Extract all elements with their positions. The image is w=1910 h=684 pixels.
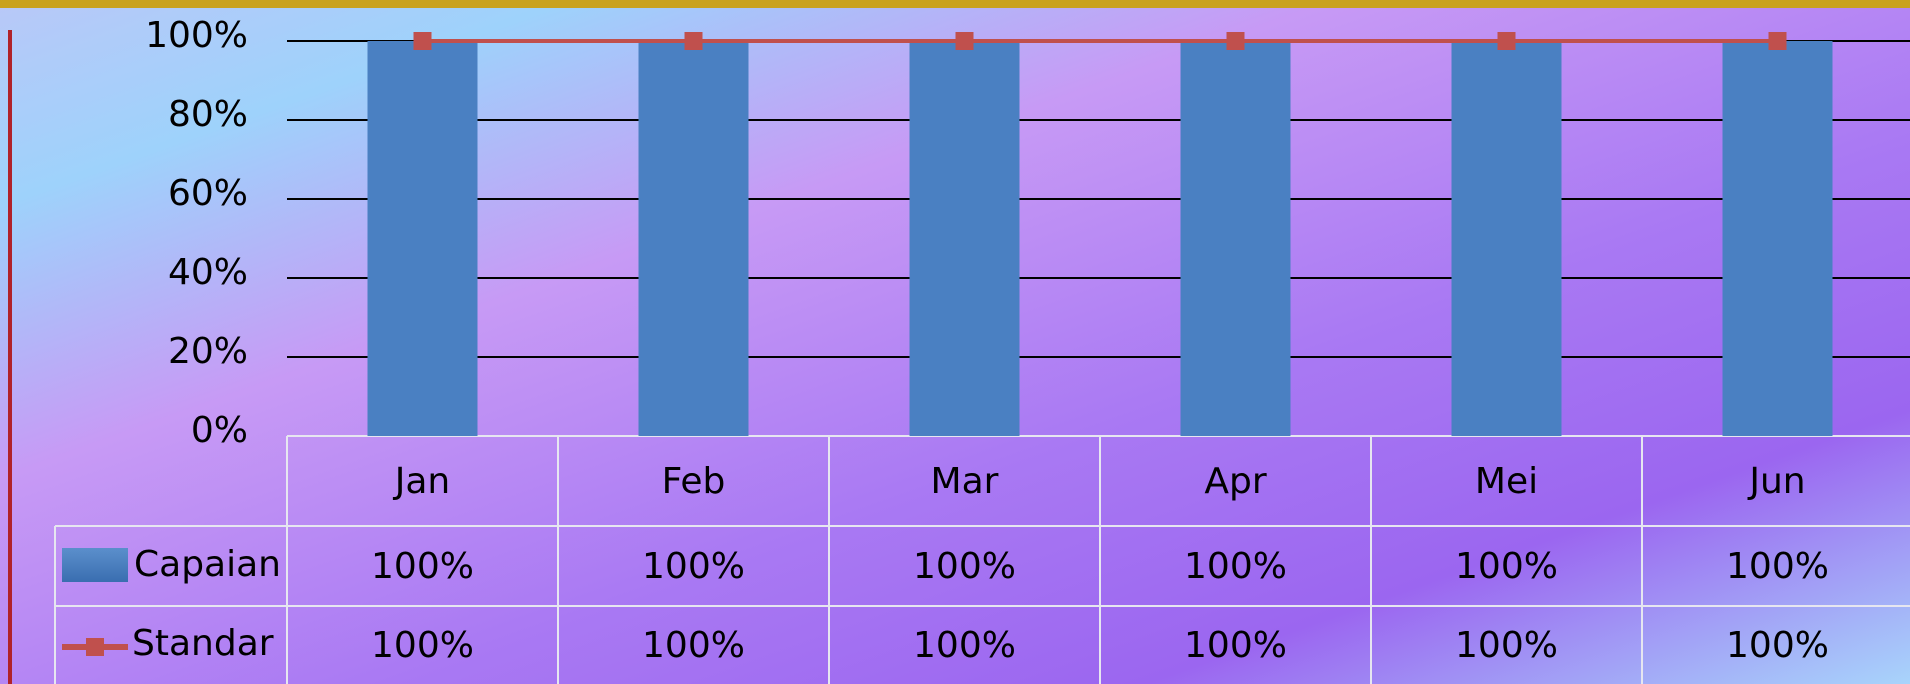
y-tick-label: 60% [168,173,248,214]
bar [367,41,478,436]
table-value: 100% [1184,546,1287,587]
legend-label: Standar [132,623,274,664]
table-value: 100% [371,625,474,666]
legend-label: Capaian [134,544,281,585]
y-tick-label: 80% [168,94,248,135]
legend-key-bar [62,548,128,582]
bar [1180,41,1291,436]
table-value: 100% [1726,546,1829,587]
table-value: 100% [642,625,745,666]
top-border [0,0,1910,8]
line-marker [1226,32,1245,50]
x-tick-label: Feb [662,461,726,502]
y-tick-label: 40% [168,252,248,293]
table-value: 100% [913,625,1016,666]
line-marker [684,32,703,50]
table-value: 100% [1455,546,1558,587]
legend-keys [62,548,128,656]
line-marker [1768,32,1787,50]
line-marker [413,32,432,50]
bar [1722,41,1833,436]
line-marker [955,32,974,50]
x-tick-label: Mar [931,461,999,502]
table-value: 100% [1455,625,1558,666]
table-value: 100% [1184,625,1287,666]
x-tick-label: Mei [1475,461,1538,502]
bar [1451,41,1562,436]
table-value: 100% [913,546,1016,587]
table-value: 100% [642,546,745,587]
left-accent [8,30,12,684]
x-tick-label: Jun [1747,461,1805,502]
line-marker [1497,32,1516,50]
y-tick-label: 100% [145,15,248,56]
table-value: 100% [1726,625,1829,666]
table-value: 100% [371,546,474,587]
bar [909,41,1020,436]
x-tick-label: Jan [393,461,451,502]
legend-key-marker [86,638,104,656]
y-tick-label: 0% [191,410,248,451]
bar [638,41,749,436]
y-tick-label: 20% [168,331,248,372]
x-tick-label: Apr [1204,461,1266,502]
